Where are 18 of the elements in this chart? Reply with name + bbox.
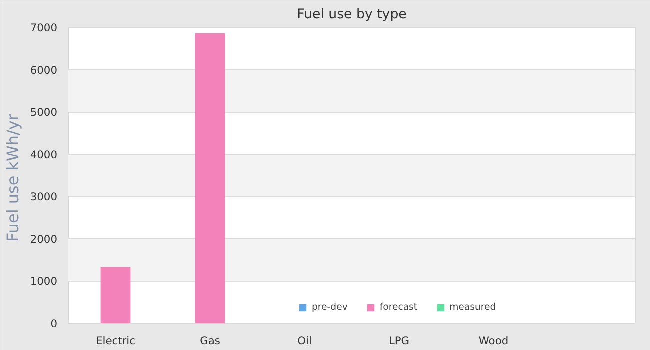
- y-tick-label: 0: [50, 318, 58, 330]
- y-tick-label: 1000: [30, 275, 58, 288]
- y-tick-label: 5000: [30, 106, 58, 120]
- x-tick-label: Wood: [478, 334, 509, 348]
- x-tick-label: Electric: [96, 334, 136, 348]
- legend-label: forecast: [380, 302, 418, 313]
- y-tick-label: 6000: [30, 64, 58, 77]
- x-tick-label: Oil: [298, 334, 312, 348]
- y-tick-label: 2000: [30, 232, 58, 246]
- x-tick-label: Gas: [200, 334, 221, 348]
- y-tick-label: 3000: [30, 190, 58, 204]
- y-tick-label: 7000: [30, 22, 58, 34]
- legend-label: measured: [450, 302, 496, 313]
- legend-label: pre-dev: [312, 302, 348, 313]
- y-axis-title: Fuel use kWh/yr: [3, 114, 22, 242]
- chart-title: Fuel use by type: [297, 8, 407, 22]
- y-tick-label: 4000: [30, 148, 58, 162]
- x-tick-label: LPG: [388, 334, 410, 348]
